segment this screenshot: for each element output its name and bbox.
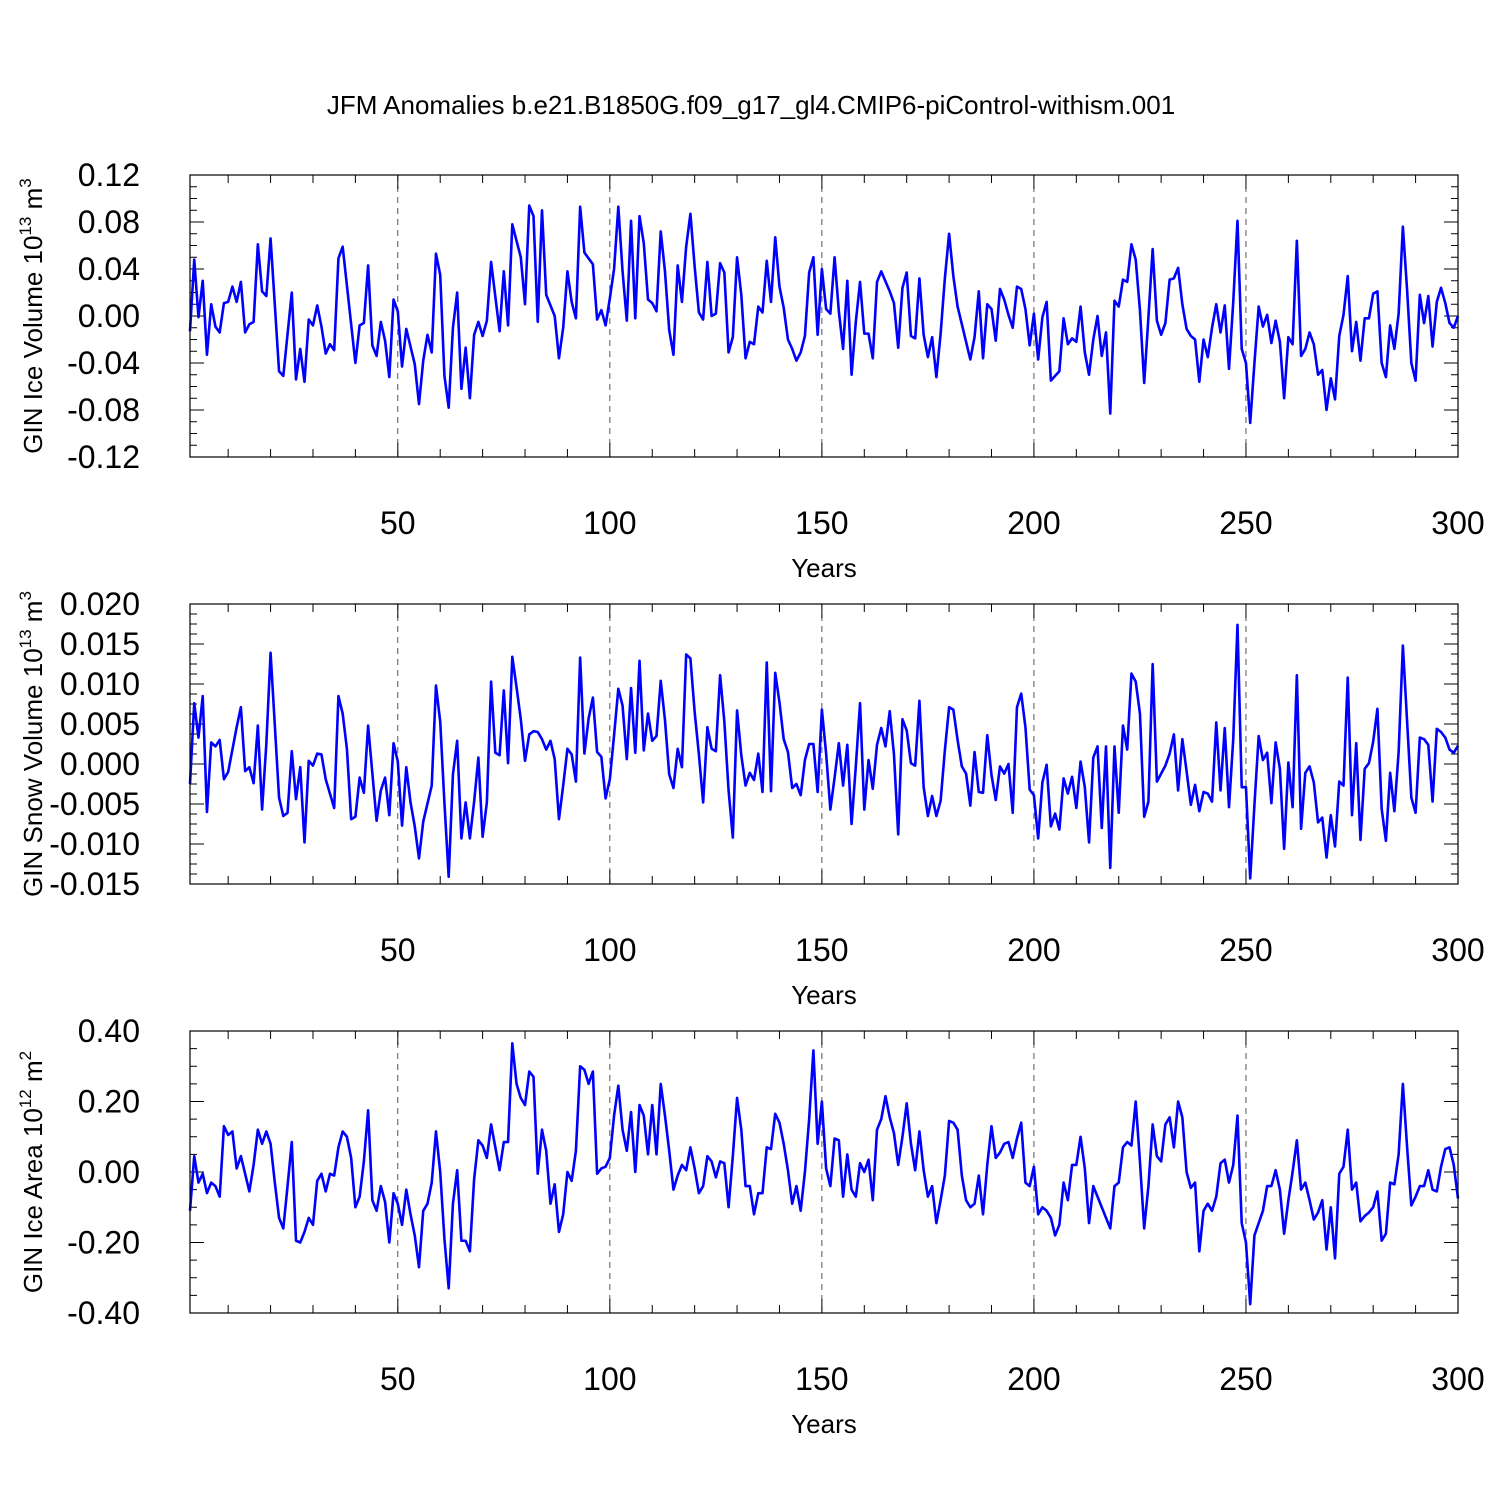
x-axis-label: Years bbox=[791, 980, 857, 1010]
figure-title: JFM Anomalies b.e21.B1850G.f09_g17_gl4.C… bbox=[327, 90, 1175, 120]
x-axis-label: Years bbox=[791, 553, 857, 583]
x-tick-label: 250 bbox=[1219, 505, 1272, 541]
y-tick-label: 0.00 bbox=[78, 298, 140, 334]
series-line-ice-volume bbox=[188, 204, 1460, 425]
x-tick-label: 50 bbox=[380, 505, 416, 541]
x-tick-label: 100 bbox=[583, 1361, 636, 1397]
series-line-snow-volume bbox=[188, 623, 1460, 880]
y-tick-label: -0.010 bbox=[49, 826, 140, 862]
x-tick-label: 150 bbox=[795, 1361, 848, 1397]
x-tick-label: 150 bbox=[795, 505, 848, 541]
plot-frame bbox=[189, 174, 1459, 458]
y-tick-label: -0.005 bbox=[49, 786, 140, 822]
y-tick-label: 0.08 bbox=[78, 204, 140, 240]
series-line-ice-area bbox=[188, 1042, 1460, 1306]
y-tick-label: 0.04 bbox=[78, 251, 140, 287]
y-tick-label: 0.000 bbox=[60, 746, 140, 782]
x-tick-label: 50 bbox=[380, 932, 416, 968]
y-tick-label: 0.12 bbox=[78, 157, 140, 193]
x-tick-label: 200 bbox=[1007, 932, 1060, 968]
y-axis-label: GIN Ice Area 1012 m2 bbox=[16, 1051, 48, 1293]
y-tick-label: -0.08 bbox=[67, 392, 140, 428]
panel-ice-volume: 50 100 150 200 250 300 -0.12 -0.08 -0.04 0.00 0.04… bbox=[16, 157, 1485, 583]
y-tick-label: -0.015 bbox=[49, 866, 140, 902]
x-tick-label: 300 bbox=[1431, 932, 1484, 968]
x-tick-label: 50 bbox=[380, 1361, 416, 1397]
x-tick-label: 100 bbox=[583, 505, 636, 541]
x-tick-label: 150 bbox=[795, 932, 848, 968]
x-tick-label: 250 bbox=[1219, 932, 1272, 968]
y-tick-label: -0.04 bbox=[67, 345, 140, 381]
x-tick-label: 300 bbox=[1431, 505, 1484, 541]
x-tick-label: 250 bbox=[1219, 1361, 1272, 1397]
y-tick-label: 0.005 bbox=[60, 706, 140, 742]
y-axis-label: GIN Snow Volume 1013 m3 bbox=[16, 591, 48, 897]
y-tick-label: -0.12 bbox=[67, 439, 140, 475]
panel-snow-volume: 50 100 150 200 250 300 -0.015 -0.010 -0.005 0.000… bbox=[16, 586, 1485, 1010]
y-tick-label: 0.20 bbox=[78, 1084, 140, 1120]
y-axis-label: GIN Ice Volume 1013 m3 bbox=[16, 178, 48, 454]
y-tick-label: -0.20 bbox=[67, 1225, 140, 1261]
x-tick-label: 200 bbox=[1007, 1361, 1060, 1397]
x-tick-label: 300 bbox=[1431, 1361, 1484, 1397]
y-tick-label: 0.015 bbox=[60, 626, 140, 662]
y-tick-label: 0.010 bbox=[60, 666, 140, 702]
y-tick-label: 0.40 bbox=[78, 1013, 140, 1049]
y-tick-label: -0.40 bbox=[67, 1295, 140, 1331]
x-axis-label: Years bbox=[791, 1409, 857, 1439]
panel-ice-area: 50 100 150 200 250 300 -0.40 -0.20 0.00 0.20 0.40 Y… bbox=[16, 1013, 1485, 1439]
y-tick-label: 0.00 bbox=[78, 1154, 140, 1190]
plot-frame bbox=[189, 1030, 1459, 1314]
x-tick-label: 100 bbox=[583, 932, 636, 968]
plot-frame bbox=[189, 603, 1459, 885]
y-tick-label: 0.020 bbox=[60, 586, 140, 622]
x-tick-label: 200 bbox=[1007, 505, 1060, 541]
